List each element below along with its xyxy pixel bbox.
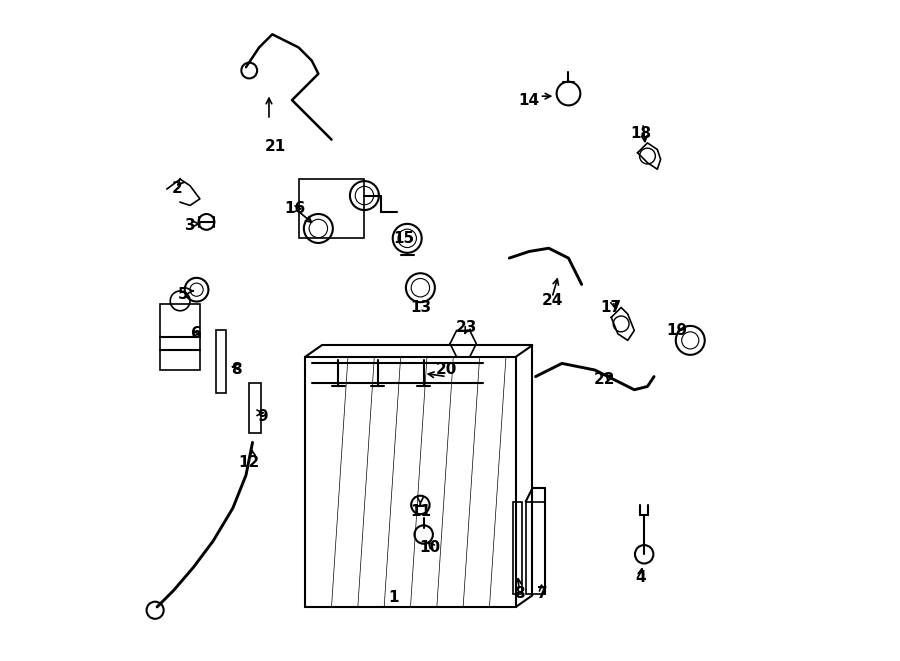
- Text: 9: 9: [257, 408, 267, 424]
- Text: 6: 6: [191, 327, 202, 341]
- Text: 11: 11: [410, 504, 431, 519]
- Text: 17: 17: [600, 300, 622, 315]
- Bar: [305, 357, 516, 607]
- Text: 19: 19: [667, 323, 688, 338]
- Text: 23: 23: [455, 320, 477, 334]
- Bar: [216, 330, 226, 393]
- Text: 16: 16: [284, 201, 306, 216]
- Text: 24: 24: [541, 293, 562, 309]
- Bar: [526, 502, 545, 594]
- Text: 8: 8: [230, 362, 241, 377]
- Text: 1: 1: [389, 590, 400, 605]
- Text: 3: 3: [184, 217, 195, 233]
- Bar: [299, 179, 364, 239]
- Bar: [249, 383, 261, 432]
- Text: 21: 21: [265, 139, 286, 154]
- Text: 18: 18: [630, 126, 652, 141]
- Text: 20: 20: [436, 362, 457, 377]
- Text: 5: 5: [178, 287, 189, 302]
- Text: 15: 15: [393, 231, 415, 246]
- Text: 10: 10: [419, 540, 441, 555]
- Text: 22: 22: [594, 372, 616, 387]
- Text: 7: 7: [536, 586, 547, 602]
- Text: 12: 12: [238, 455, 260, 470]
- Text: 2: 2: [172, 182, 182, 196]
- Text: 14: 14: [518, 93, 539, 108]
- Bar: [512, 502, 522, 594]
- Bar: [160, 304, 200, 370]
- Text: 4: 4: [635, 570, 646, 585]
- Text: 13: 13: [410, 300, 431, 315]
- Text: 8: 8: [514, 586, 525, 602]
